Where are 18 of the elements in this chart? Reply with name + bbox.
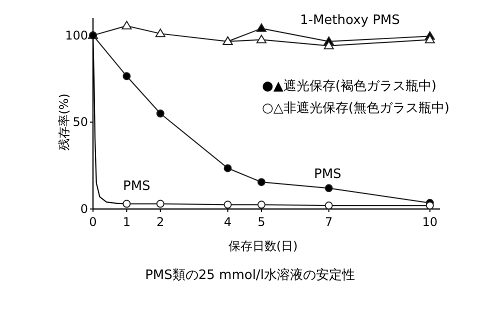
x-tick-label: 4 bbox=[224, 215, 232, 229]
x-tick-label: 2 bbox=[156, 215, 164, 229]
y-axis-title: 残存率(%) bbox=[57, 94, 71, 150]
x-tick-label: 5 bbox=[258, 215, 266, 229]
x-tick-label: 10 bbox=[422, 215, 438, 229]
x-tick-label: 1 bbox=[122, 215, 131, 229]
y-tick-label: 0 bbox=[80, 202, 88, 216]
annotation: PMS bbox=[123, 179, 150, 194]
annotation: ○△非遮光保存(無色ガラス瓶中) bbox=[262, 101, 450, 116]
x-tick-label: 0 bbox=[89, 215, 97, 229]
annotation: 1-Methoxy PMS bbox=[300, 13, 400, 28]
y-tick-label: 100 bbox=[65, 28, 88, 42]
x-tick-label: 7 bbox=[325, 215, 333, 229]
y-tick-label: 50 bbox=[72, 115, 88, 130]
text: PMS類の25 mmol/l水溶液の安定性 bbox=[145, 267, 355, 283]
x-axis-title: 保存日数(日) bbox=[228, 239, 298, 253]
annotation: PMS bbox=[314, 167, 342, 182]
annotation: ●▲遮光保存(褐色ガラス瓶中) bbox=[262, 79, 436, 94]
